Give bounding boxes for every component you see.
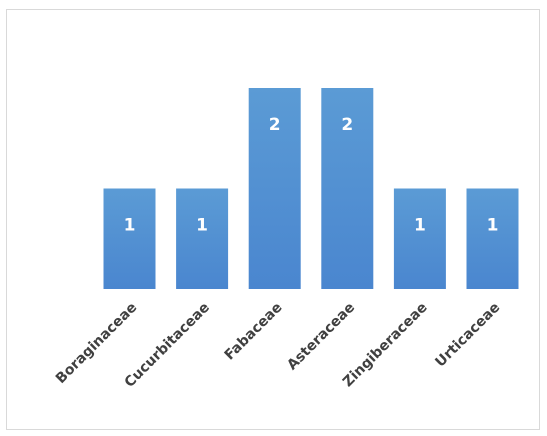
category-label-fabaceae: Fabaceae (222, 300, 286, 364)
data-labels-layer: 1 1 2 2 1 1 (124, 115, 499, 236)
category-label-urticaceae: Urticaceae (432, 300, 503, 371)
bar-cucurbitaceae (176, 188, 229, 289)
bar-fabaceae (248, 88, 301, 289)
data-label-zingiberaceae: 1 (414, 216, 426, 236)
data-label-fabaceae: 2 (269, 115, 281, 135)
data-label-boraginaceae: 1 (124, 216, 136, 236)
bar-boraginaceae (103, 188, 156, 289)
data-label-urticaceae: 1 (487, 216, 499, 236)
bar-zingiberaceae (393, 188, 446, 289)
bars-layer (103, 88, 519, 289)
data-label-cucurbitaceae: 1 (196, 216, 208, 236)
category-label-asteraceae: Asteraceae (284, 300, 358, 374)
bar-urticaceae (466, 188, 519, 289)
bar-asteraceae (321, 88, 374, 289)
data-label-asteraceae: 2 (341, 115, 353, 135)
